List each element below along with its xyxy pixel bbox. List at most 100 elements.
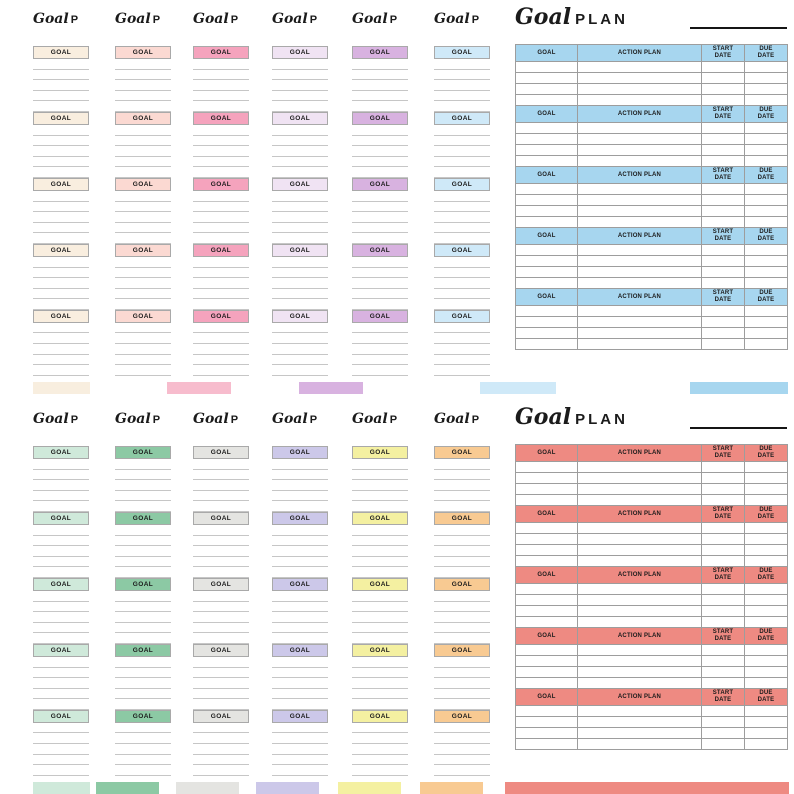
blank-row — [272, 602, 328, 613]
blank-row — [193, 223, 249, 234]
table-header-row: GOAL ACTION PLAN START DATE DUE DATE — [515, 288, 788, 306]
table-cell — [577, 327, 702, 339]
table-row — [515, 61, 788, 73]
table-row — [515, 544, 788, 556]
due-date-header-cell-label: DUE DATE — [757, 690, 775, 703]
goal-header-label: GOAL — [451, 449, 473, 456]
blank-row — [193, 323, 249, 334]
page-title: Goal PLAN — [515, 404, 628, 430]
blank-row — [434, 557, 490, 568]
table-cell — [701, 338, 745, 350]
goal-section: GOAL — [33, 577, 89, 644]
table-cell — [577, 483, 702, 495]
goal-section: GOAL — [193, 709, 249, 776]
blank-row — [272, 233, 328, 244]
due-date-header-cell-label: DUE DATE — [757, 229, 775, 242]
goal-header-cell: GOAL — [515, 44, 578, 62]
action-plan-header-cell-label: ACTION PLAN — [617, 632, 662, 639]
blank-row — [272, 59, 328, 70]
blank-row — [272, 668, 328, 679]
blank-row — [272, 470, 328, 481]
action-plan-header-cell-label: ACTION PLAN — [617, 449, 662, 456]
goal-header-label: GOAL — [369, 312, 391, 320]
blank-row — [272, 202, 328, 213]
goal-header-cell: GOAL — [515, 288, 578, 306]
table-cell — [515, 677, 578, 689]
blank-row — [115, 365, 171, 376]
goal-section: GOAL — [33, 46, 89, 112]
goal-section: GOAL — [115, 511, 171, 578]
table-cell — [515, 616, 578, 628]
goal-script-text: Goal — [115, 411, 151, 427]
table-cell — [515, 155, 578, 167]
table-cell — [577, 155, 702, 167]
blank-row — [434, 59, 490, 70]
table-row — [515, 461, 788, 473]
blank-row — [115, 591, 171, 602]
table-cell — [701, 144, 745, 156]
blank-row — [115, 525, 171, 536]
mini-sections: GOAL GOAL GOAL GOAL GOAL — [115, 46, 171, 376]
table-cell — [577, 544, 702, 556]
blank-row — [272, 480, 328, 491]
table-cell — [701, 305, 745, 317]
blank-row — [272, 536, 328, 547]
goal-header-cell-label: GOAL — [537, 571, 556, 578]
blank-row — [352, 733, 408, 745]
blank-row — [434, 567, 490, 578]
goal-section: GOAL — [434, 309, 490, 376]
blank-row — [115, 323, 171, 334]
plan-text: PLAN — [575, 11, 628, 28]
blank-row — [193, 146, 249, 157]
blank-row — [352, 268, 408, 279]
table-cell — [744, 266, 788, 278]
blank-row — [33, 167, 89, 178]
goal-header-label: GOAL — [451, 580, 473, 588]
action-plan-header-cell: ACTION PLAN — [577, 105, 702, 123]
blank-row — [272, 125, 328, 136]
blank-row — [352, 299, 408, 310]
blank-row — [193, 125, 249, 136]
blank-row — [193, 723, 249, 734]
goal-section: GOAL — [434, 46, 490, 112]
goal-header-cell: GOAL — [434, 643, 490, 657]
plan-partial-text: P — [471, 14, 481, 26]
page-edge-strip-segment — [299, 382, 363, 394]
blank-row — [193, 70, 249, 81]
table-cell — [701, 494, 745, 506]
page-edge-strip-segment — [480, 382, 556, 394]
blank-row — [434, 70, 490, 81]
goal-header-cell: GOAL — [272, 709, 328, 723]
action-plan-header-cell: ACTION PLAN — [577, 444, 702, 462]
table-cell — [744, 461, 788, 473]
action-plan-header-cell: ACTION PLAN — [577, 166, 702, 184]
goal-header-cell: GOAL — [33, 709, 89, 723]
goal-header-cell: GOAL — [434, 446, 490, 459]
blank-row — [115, 470, 171, 481]
goal-header-label: GOAL — [369, 580, 391, 588]
goal-header-label: GOAL — [289, 49, 311, 56]
blank-row — [115, 491, 171, 502]
goal-header-label: GOAL — [50, 114, 72, 122]
blank-row — [33, 567, 89, 578]
blank-row — [115, 59, 171, 70]
blank-row — [33, 323, 89, 334]
table-cell — [701, 644, 745, 656]
table-row — [515, 727, 788, 739]
table-cell — [577, 655, 702, 667]
table-cell — [515, 183, 578, 195]
blank-row — [352, 525, 408, 536]
goal-section: GOAL — [352, 709, 408, 776]
goal-section: GOAL — [352, 511, 408, 578]
blank-row — [272, 491, 328, 502]
table-cell — [701, 522, 745, 534]
table-cell — [515, 544, 578, 556]
table-cell — [515, 194, 578, 206]
goal-header-label: GOAL — [132, 449, 154, 456]
blank-row — [193, 755, 249, 766]
goal-header-label: GOAL — [289, 180, 311, 188]
blank-row — [434, 157, 490, 168]
blank-row — [33, 299, 89, 310]
goal-section: GOAL — [33, 177, 89, 244]
blank-row — [193, 289, 249, 300]
